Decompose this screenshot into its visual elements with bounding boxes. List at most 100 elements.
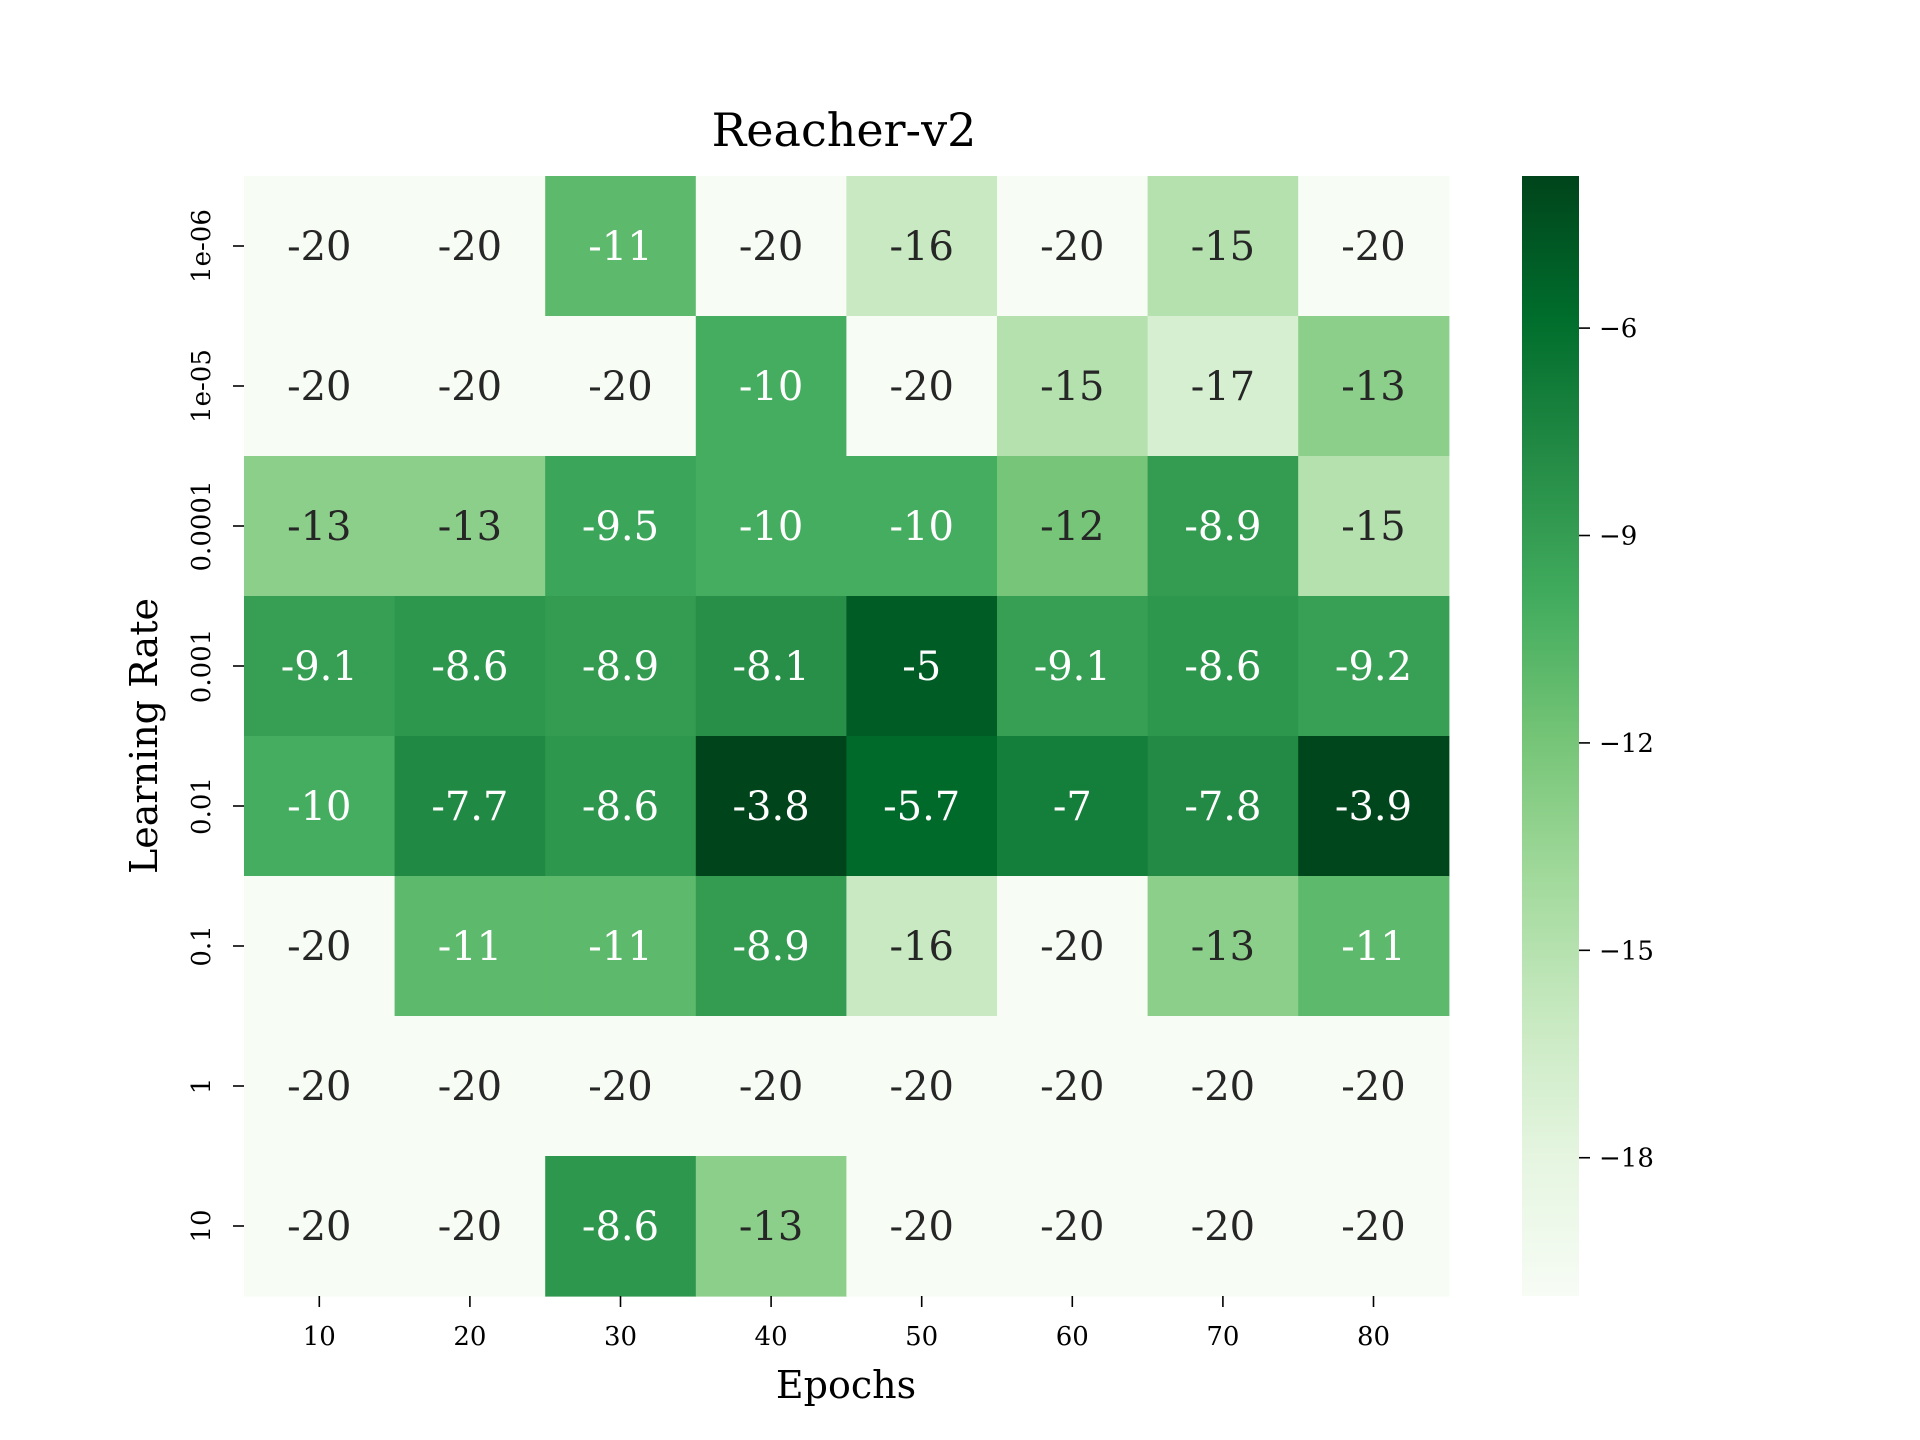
heatmap-cell: [1298, 596, 1450, 737]
cell-value-label: -3.9: [1335, 784, 1412, 830]
cell-value-label: -3.8: [733, 784, 810, 830]
heatmap-cell: [244, 1016, 396, 1157]
cell-value-label: -20: [287, 364, 351, 410]
cell-value-label: -11: [588, 224, 652, 270]
cell-value-label: -8.6: [582, 1204, 659, 1250]
heatmap-cell: [394, 1156, 546, 1297]
cell-value-label: -8.1: [733, 644, 810, 690]
cell-value-label: -20: [588, 1064, 652, 1110]
cell-value-label: -15: [1040, 364, 1104, 410]
heatmap-cell: [1147, 736, 1299, 877]
cell-value-label: -8.9: [1184, 504, 1261, 550]
heatmap-cell: [545, 1016, 697, 1157]
heatmap-cell: [394, 456, 546, 597]
colorbar-tick-label: −15: [1599, 936, 1654, 966]
heatmap-cell: [244, 316, 396, 457]
cell-value-label: -15: [1191, 224, 1255, 270]
heatmap-cell: [1147, 1156, 1299, 1297]
heatmap-cell: [244, 736, 396, 877]
x-tick-label: 30: [604, 1322, 637, 1352]
cell-value-label: -20: [1341, 1064, 1405, 1110]
cell-value-label: -12: [1040, 504, 1104, 550]
heatmap-cell: [244, 876, 396, 1017]
cell-value-label: -5.7: [883, 784, 960, 830]
y-axis-label: Learning Rate: [122, 598, 166, 874]
heatmap-cell: [846, 736, 998, 877]
heatmap-cell: [997, 736, 1149, 877]
heatmap-cell: [545, 596, 697, 737]
cell-value-label: -16: [889, 924, 953, 970]
cell-value-label: -10: [287, 784, 351, 830]
y-tick-label: 10: [187, 1209, 217, 1242]
cell-value-label: -20: [438, 224, 502, 270]
colorbar-tick-label: −12: [1599, 729, 1654, 759]
heatmap-cell: [695, 596, 847, 737]
heatmap-cell: [394, 736, 546, 877]
y-tick-label: 0.01: [187, 777, 217, 835]
cell-value-label: -20: [287, 1064, 351, 1110]
heatmap-cell: [695, 456, 847, 597]
cell-value-label: -9.2: [1335, 644, 1412, 690]
cell-value-label: -20: [1040, 924, 1104, 970]
x-tick-label: 80: [1357, 1322, 1390, 1352]
cell-value-label: -15: [1341, 504, 1405, 550]
heatmap-cell: [1147, 596, 1299, 737]
cell-value-label: -20: [438, 364, 502, 410]
cell-value-label: -8.9: [733, 924, 810, 970]
cell-value-label: -8.6: [1184, 644, 1261, 690]
colorbar-tick-label: −6: [1599, 314, 1637, 344]
x-axis: 10 20 30 40 50 60 70 80: [303, 1296, 1390, 1352]
heatmap-cell: [545, 176, 697, 317]
heatmap-cell: [1147, 876, 1299, 1017]
cell-value-label: -20: [889, 364, 953, 410]
cell-value-label: -9.1: [1034, 644, 1111, 690]
heatmap-cell: [1298, 176, 1450, 317]
y-tick-label: 0.001: [187, 629, 217, 703]
cell-value-label: -20: [1191, 1204, 1255, 1250]
y-axis: 1e-06 1e-05 0.0001 0.001 0.01 0.1 1 10: [187, 209, 244, 1243]
cell-value-label: -20: [1341, 224, 1405, 270]
cell-value-label: -13: [438, 504, 502, 550]
heatmap-cell: [997, 456, 1149, 597]
heatmap-cell: [545, 456, 697, 597]
cell-value-label: -11: [1341, 924, 1405, 970]
cell-value-label: -8.9: [582, 644, 659, 690]
y-tick-label: 0.0001: [187, 481, 217, 572]
cell-value-label: -11: [438, 924, 502, 970]
cell-value-label: -20: [739, 1064, 803, 1110]
x-tick-label: 60: [1056, 1322, 1089, 1352]
heatmap-cell: [997, 876, 1149, 1017]
cell-value-label: -13: [1341, 364, 1405, 410]
cell-value-label: -20: [1040, 224, 1104, 270]
heatmap-cell: [1298, 736, 1450, 877]
heatmap-cell: [1298, 876, 1450, 1017]
cell-value-label: -13: [1191, 924, 1255, 970]
cell-value-label: -16: [889, 224, 953, 270]
x-tick-label: 70: [1206, 1322, 1239, 1352]
y-tick-label: 1: [187, 1078, 217, 1095]
y-tick-label: 0.1: [187, 925, 217, 966]
heatmap-cell: [846, 1156, 998, 1297]
y-tick-label: 1e-06: [187, 209, 217, 283]
cell-value-label: -20: [438, 1064, 502, 1110]
heatmap-cell: [846, 876, 998, 1017]
heatmap-cell: [997, 1156, 1149, 1297]
heatmap-cell: [997, 1016, 1149, 1157]
x-tick-label: 20: [453, 1322, 486, 1352]
heatmap-cell: [695, 1016, 847, 1157]
cell-value-label: -20: [438, 1204, 502, 1250]
colorbar: −6 −9 −12 −15 −18: [1522, 176, 1654, 1296]
heatmap-cell: [394, 1016, 546, 1157]
heatmap-cell: [545, 1156, 697, 1297]
cell-value-label: -20: [889, 1204, 953, 1250]
colorbar-tick-label: −18: [1599, 1144, 1654, 1174]
heatmap-cell: [394, 316, 546, 457]
cell-value-label: -7.7: [431, 784, 508, 830]
heatmap-cell: [545, 736, 697, 877]
cell-value-label: -9.5: [582, 504, 659, 550]
cell-value-label: -8.6: [582, 784, 659, 830]
heatmap-cell: [1298, 1156, 1450, 1297]
heatmap-cell: [1298, 456, 1450, 597]
heatmap-cell: [394, 596, 546, 737]
